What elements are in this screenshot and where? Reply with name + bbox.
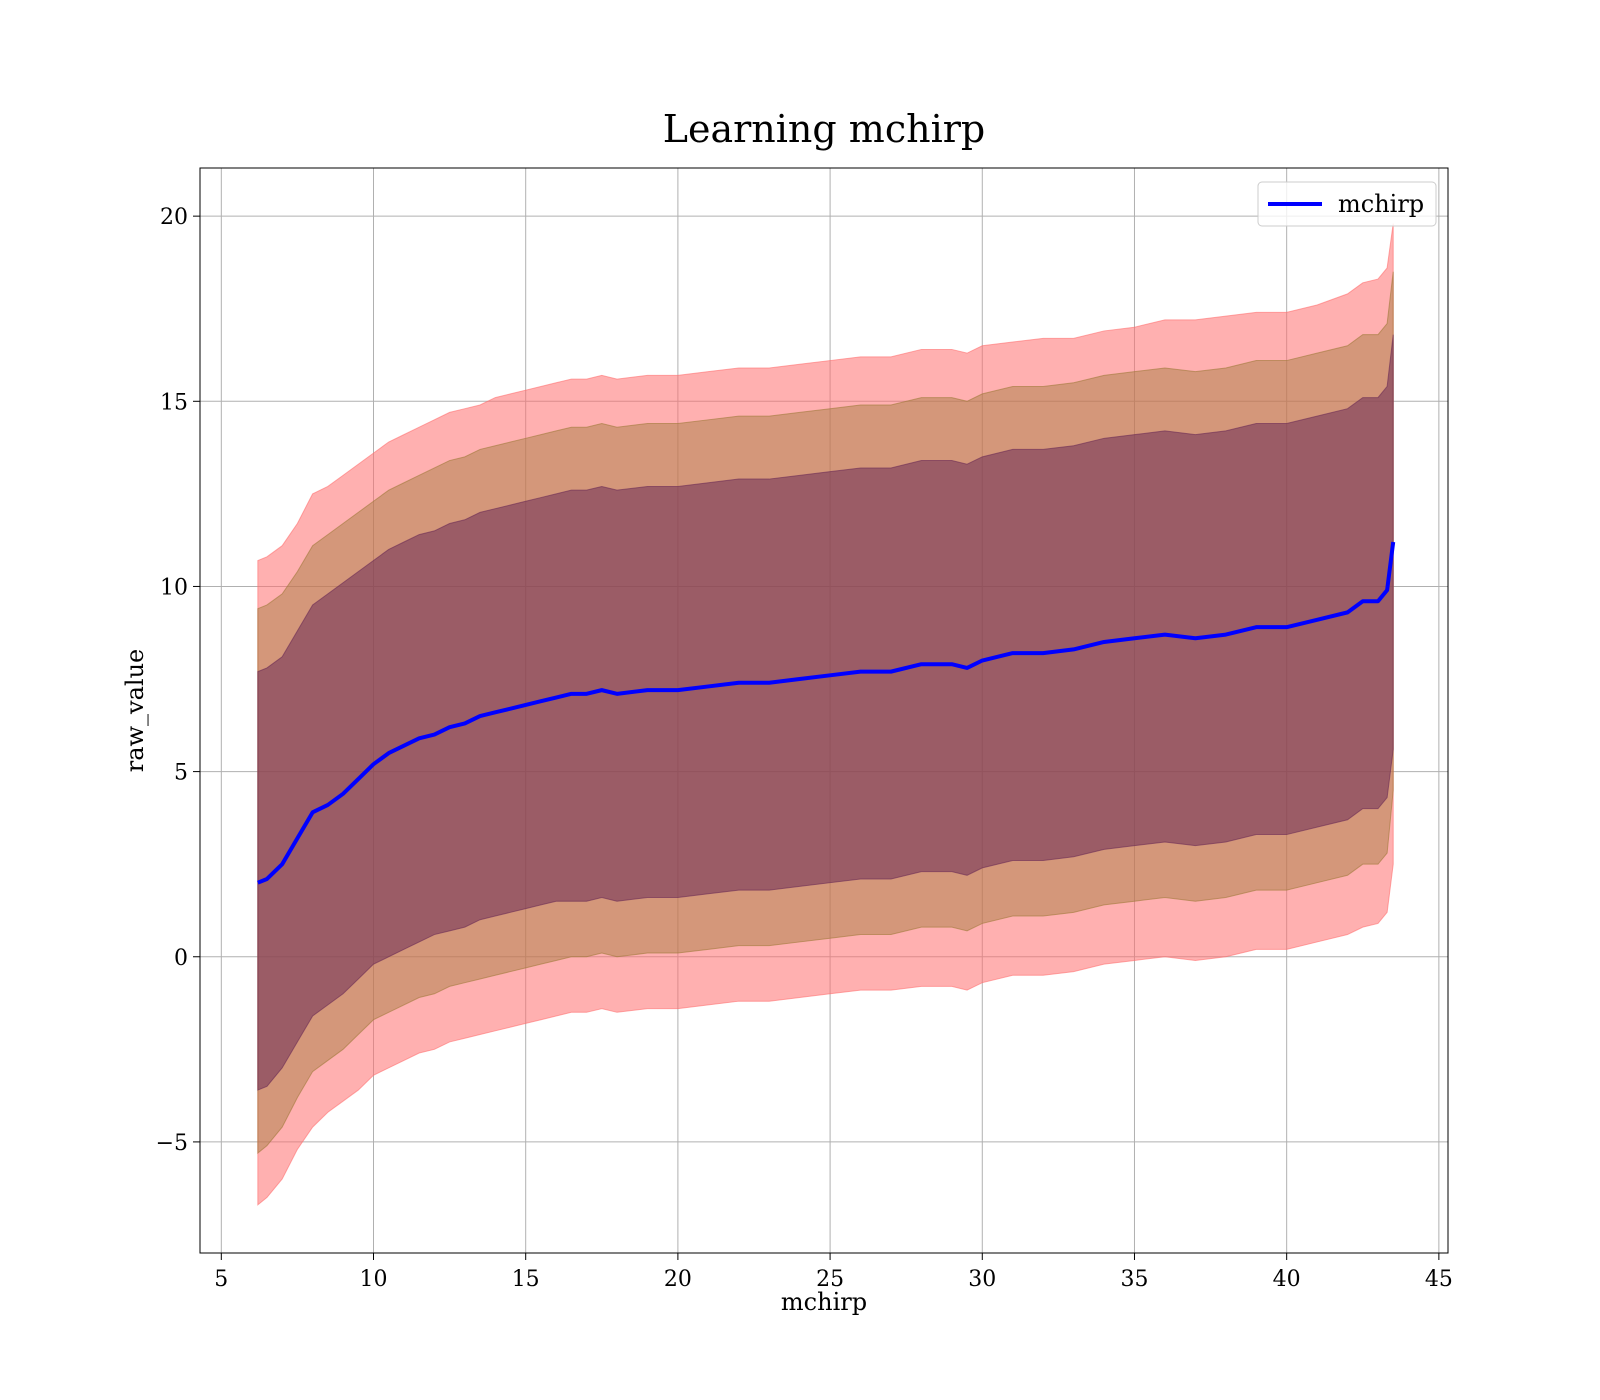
x-tick-label: 45 [1425, 1267, 1453, 1292]
x-tick-label: 35 [1120, 1267, 1148, 1292]
legend-entry-label: mchirp [1338, 190, 1424, 218]
y-tick-label: −5 [156, 1131, 188, 1156]
x-tick-label: 10 [360, 1267, 388, 1292]
x-tick-label: 5 [214, 1267, 228, 1292]
y-tick-label: 20 [160, 205, 188, 230]
x-tick-label: 30 [968, 1267, 996, 1292]
band-1-sigma [257, 334, 1394, 1091]
confidence-bands [257, 223, 1394, 1206]
x-tick-label: 40 [1273, 1267, 1301, 1292]
chart-title: Learning mchirp [663, 107, 985, 151]
plot-frame [199, 167, 1449, 1254]
y-tick-label: 10 [160, 575, 188, 600]
x-tick-label: 20 [664, 1267, 692, 1292]
series-lines [257, 541, 1396, 885]
y-tick-label: 5 [174, 761, 188, 786]
legend: mchirp [1257, 181, 1437, 227]
series-line-mchirp [257, 541, 1396, 885]
y-tick-label: 15 [160, 390, 188, 415]
legend-box [1257, 181, 1437, 227]
x-tick-label: 25 [816, 1267, 844, 1292]
x-axis-label: mchirp [781, 1288, 867, 1316]
y-axis-label: raw_value [121, 649, 149, 773]
x-tick-label: 15 [512, 1267, 540, 1292]
axis-ticks: 5 10 15 20 25 30 35 40 45 −5 0 5 10 15 20 [156, 205, 1453, 1292]
y-tick-label: 0 [174, 946, 188, 971]
